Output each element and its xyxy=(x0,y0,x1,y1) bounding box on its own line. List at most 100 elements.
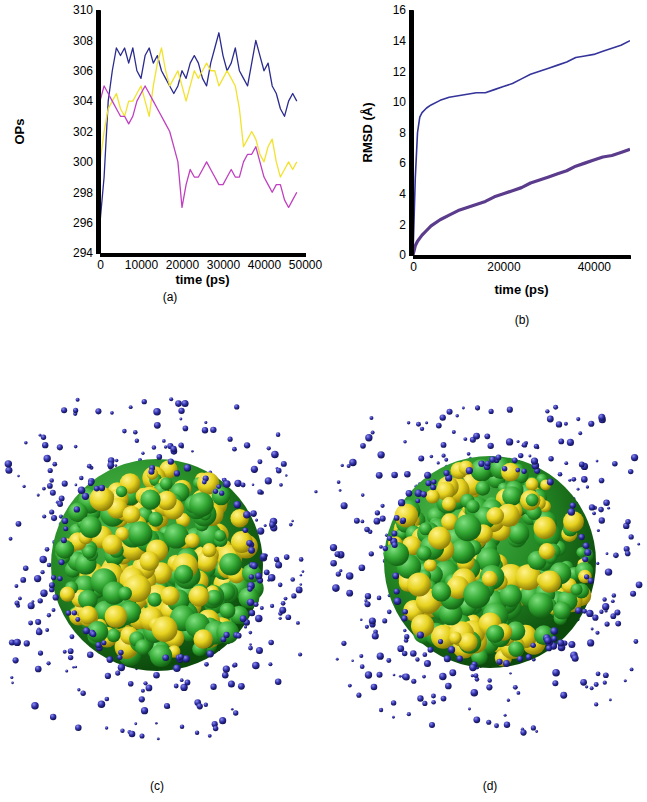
ion xyxy=(52,462,57,467)
ion xyxy=(512,458,518,464)
ion xyxy=(441,442,447,448)
x-tick: 0 xyxy=(410,255,417,274)
ion xyxy=(416,422,421,427)
ion xyxy=(387,609,392,614)
ion xyxy=(278,583,283,588)
ion xyxy=(183,426,189,432)
ion xyxy=(252,483,255,486)
ion xyxy=(20,577,26,583)
ion xyxy=(603,672,609,678)
ion xyxy=(489,409,494,414)
ion xyxy=(613,553,619,559)
ion xyxy=(274,557,279,562)
ion xyxy=(139,696,145,702)
ion xyxy=(548,456,553,461)
ion xyxy=(596,562,599,565)
x-tick-label: 40000 xyxy=(248,258,282,272)
ion xyxy=(155,722,158,725)
ion xyxy=(431,694,436,699)
ion xyxy=(180,724,185,729)
protein-atom xyxy=(161,586,180,605)
y-tick-label: 306 xyxy=(73,64,93,78)
ion xyxy=(387,536,392,541)
ion xyxy=(142,399,147,404)
ion xyxy=(96,642,102,648)
ion xyxy=(402,651,407,656)
y-tick: 302 xyxy=(73,125,100,139)
ion xyxy=(90,631,96,637)
ion xyxy=(630,591,636,597)
protein-atom xyxy=(539,543,556,560)
ion xyxy=(94,486,100,492)
ion xyxy=(404,471,410,477)
y-tick: 0 xyxy=(399,248,413,262)
protein-atom xyxy=(470,459,492,481)
y-tick: 296 xyxy=(73,216,100,230)
ion xyxy=(40,570,44,574)
ion xyxy=(430,484,436,490)
ion xyxy=(425,480,431,486)
ion xyxy=(257,489,262,494)
ion xyxy=(118,650,123,655)
x-tick-label: 10000 xyxy=(125,258,159,272)
ion xyxy=(264,569,270,575)
ion xyxy=(255,519,258,522)
ion xyxy=(509,672,511,674)
ion xyxy=(267,446,271,450)
ion xyxy=(360,664,365,669)
y-tick-label: 0 xyxy=(399,248,406,262)
ion xyxy=(612,593,617,598)
x-tick: 40000 xyxy=(248,253,282,272)
protein-atom xyxy=(238,587,259,608)
ion xyxy=(279,617,282,620)
x-tick-mark xyxy=(594,255,595,259)
ion xyxy=(270,604,274,608)
ion xyxy=(244,625,247,628)
y-tick: 16 xyxy=(393,3,413,17)
ion xyxy=(134,722,137,725)
ion xyxy=(128,681,134,687)
ion xyxy=(45,628,49,632)
x-tick-mark xyxy=(223,253,224,257)
ion xyxy=(275,562,282,569)
ion xyxy=(576,417,580,421)
ion xyxy=(36,629,43,636)
ion xyxy=(34,575,41,582)
ion xyxy=(5,460,12,467)
ion xyxy=(336,571,341,576)
y-tick-mark xyxy=(96,132,100,133)
ion xyxy=(444,655,451,662)
ion xyxy=(401,615,407,621)
ion xyxy=(154,422,161,429)
ion xyxy=(394,598,401,605)
ion xyxy=(63,526,68,531)
ion xyxy=(115,671,120,676)
ion xyxy=(517,656,523,662)
ion xyxy=(114,464,117,467)
x-tick-label: 0 xyxy=(97,258,104,272)
ion xyxy=(516,691,520,695)
series-line xyxy=(100,33,297,223)
y-tick: 306 xyxy=(73,64,100,78)
protein-atom xyxy=(185,533,200,548)
ion xyxy=(265,477,272,484)
ion xyxy=(341,464,344,467)
ion xyxy=(494,723,499,728)
ion xyxy=(393,674,396,677)
y-tick: 2 xyxy=(399,218,413,232)
ion xyxy=(129,405,133,409)
ion xyxy=(420,427,424,431)
protein-atom xyxy=(147,592,161,606)
ion xyxy=(185,680,191,686)
ion xyxy=(204,703,208,707)
y-tick-mark xyxy=(96,40,100,41)
ion xyxy=(268,574,276,582)
ion xyxy=(399,675,402,678)
panel-caption: (d) xyxy=(483,779,498,793)
ion xyxy=(611,599,615,603)
ion xyxy=(83,627,90,634)
ion xyxy=(361,493,365,497)
ion xyxy=(346,590,353,597)
ion xyxy=(213,489,218,494)
ion xyxy=(152,445,157,450)
